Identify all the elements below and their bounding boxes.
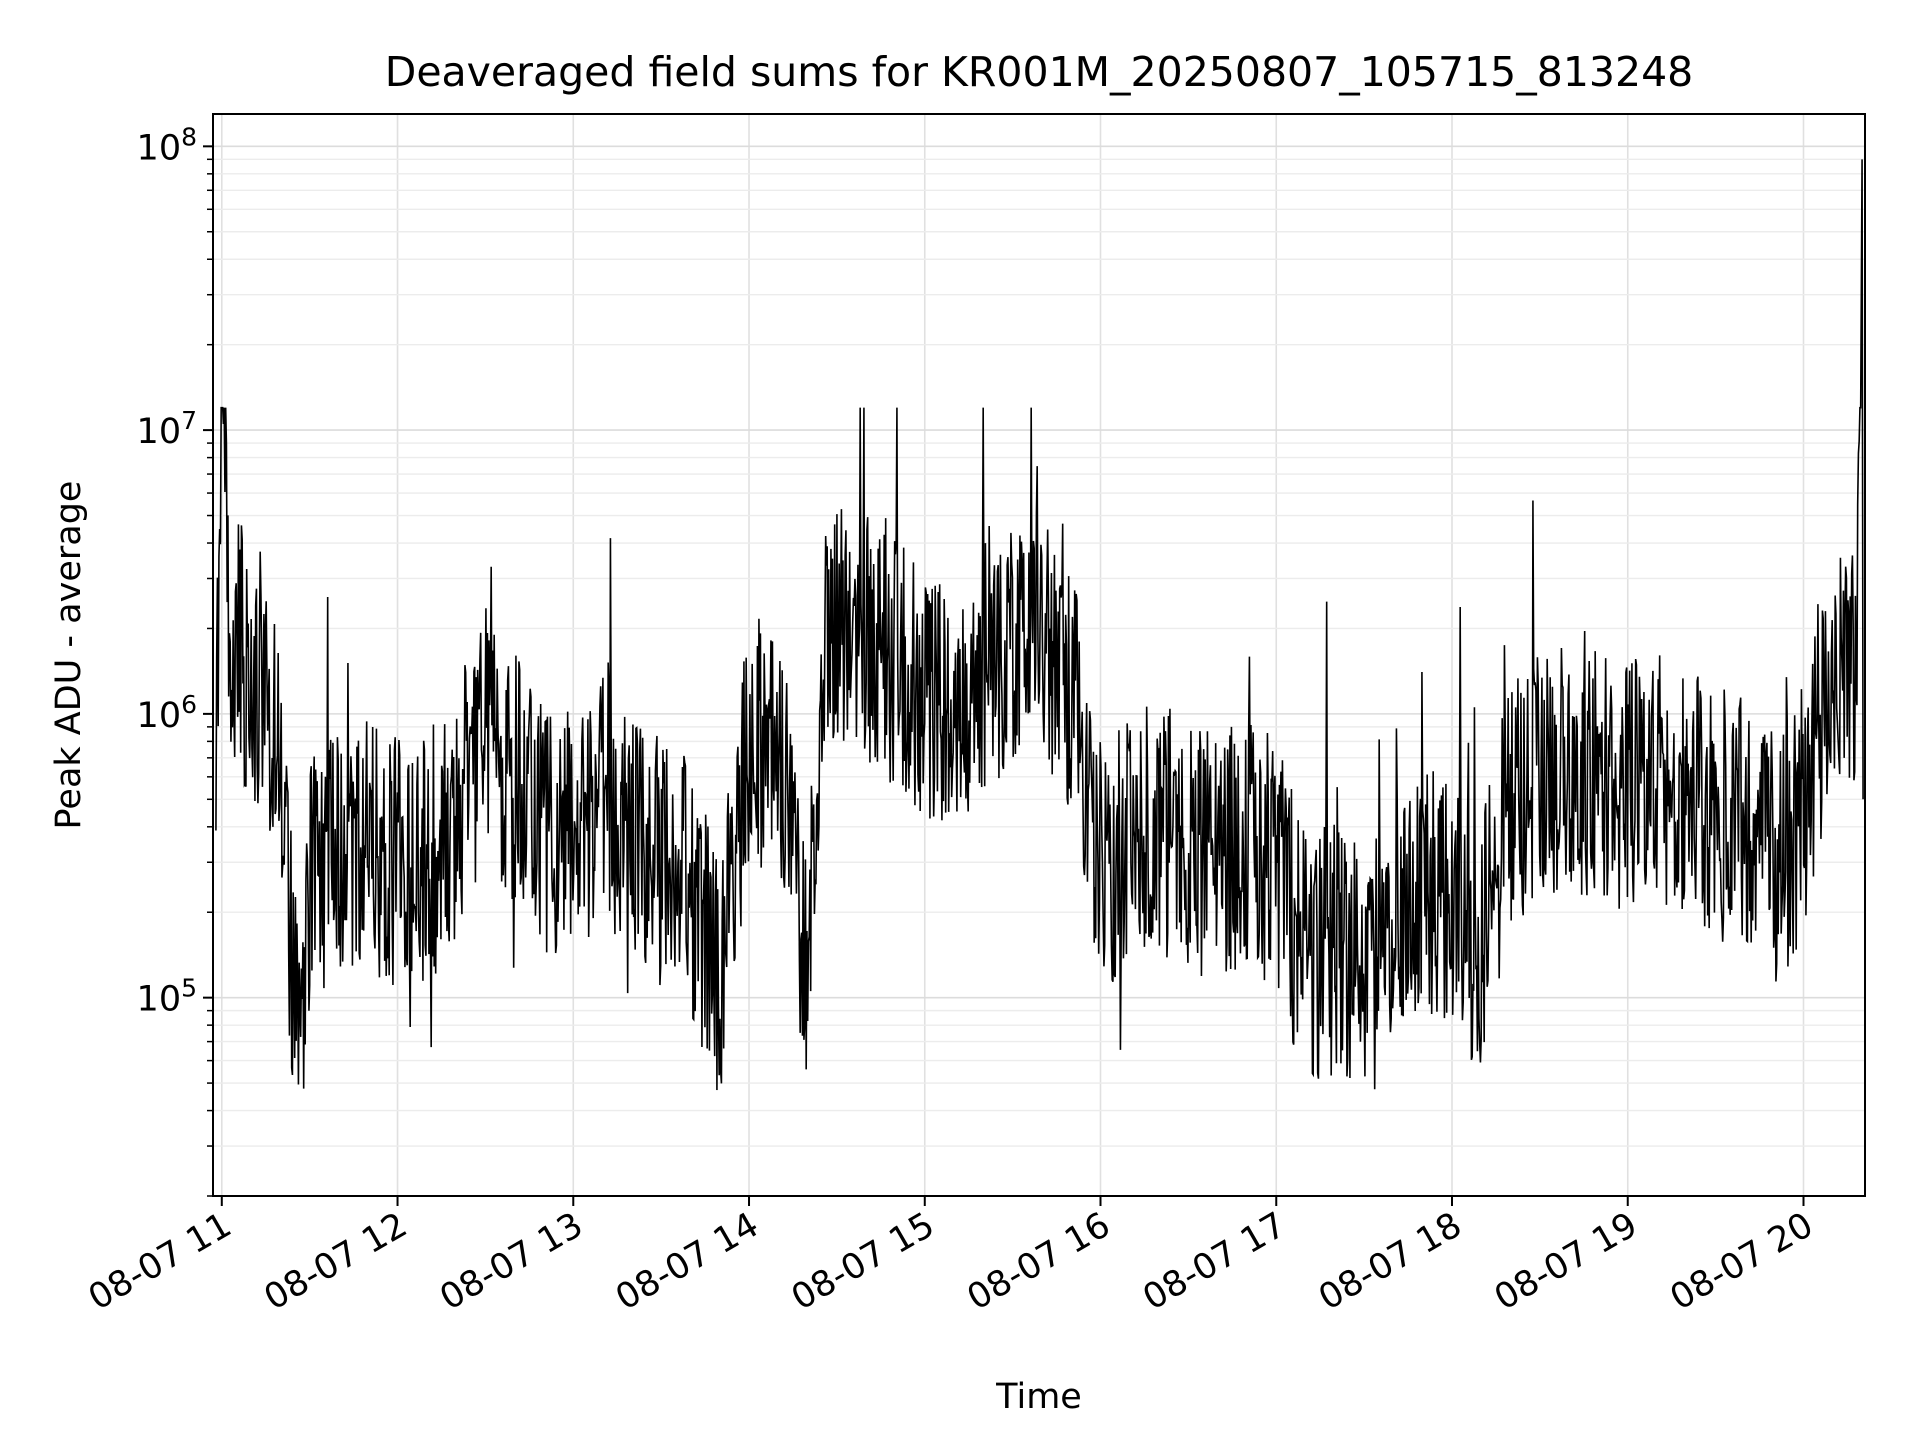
x-axis-label: Time — [995, 1377, 1082, 1417]
series-layer — [215, 159, 1864, 1091]
y-tick-label: 108 — [137, 122, 197, 168]
y-tick-label: 105 — [137, 974, 197, 1020]
series-line — [215, 159, 1864, 1091]
plot-frame — [212, 113, 1866, 1197]
y-axis: 105 106 107 108 — [137, 122, 213, 1197]
y-tick-label: 106 — [137, 690, 197, 736]
y-tick-label: 107 — [137, 406, 197, 452]
chart-title: Deaveraged field sums for KR001M_2025080… — [385, 48, 1694, 96]
y-axis-label: Peak ADU - average — [49, 481, 89, 830]
